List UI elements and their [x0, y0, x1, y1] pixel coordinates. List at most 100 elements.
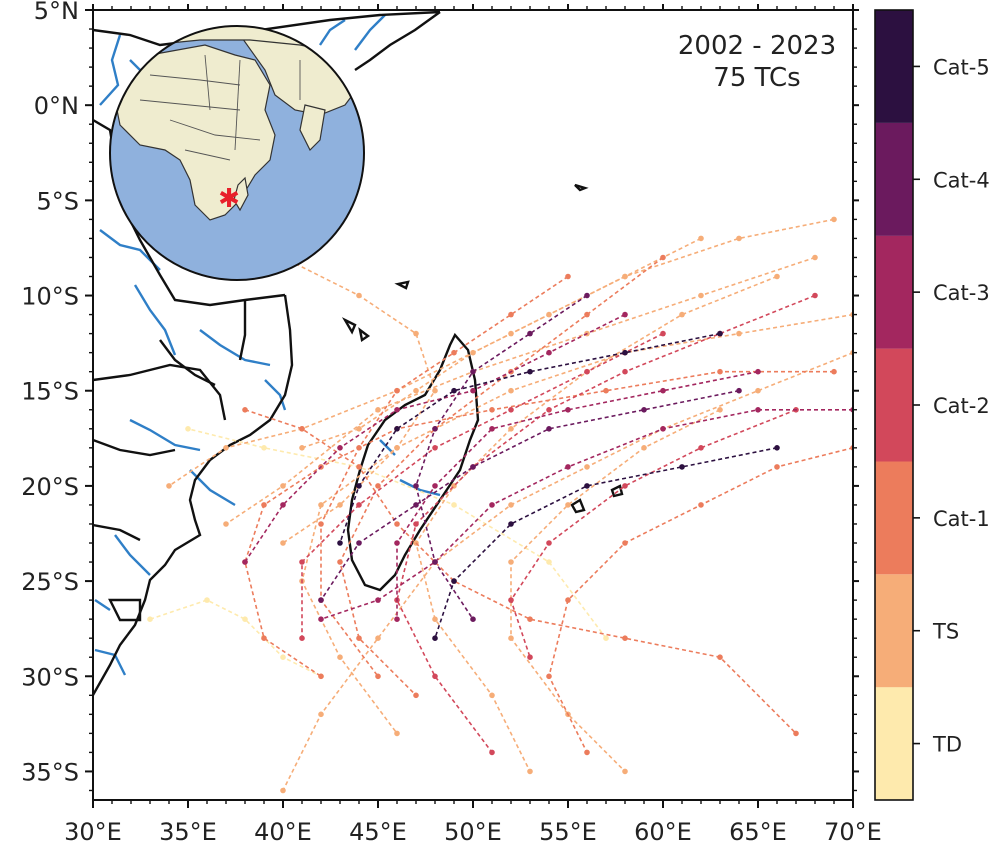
track-point — [413, 330, 419, 337]
track-point — [413, 521, 419, 527]
track-point — [280, 540, 286, 546]
track-point — [280, 483, 286, 489]
track-point — [356, 445, 362, 451]
track-point — [337, 502, 343, 508]
track-point — [508, 521, 514, 527]
track-line — [339, 256, 664, 696]
colorbar-segment — [875, 687, 913, 800]
lat-tick-label: 5°N — [34, 0, 79, 25]
track-point — [584, 749, 590, 756]
track-point — [679, 311, 685, 318]
track-point — [508, 635, 514, 641]
colorbar-segment — [875, 10, 913, 123]
colorbar-label: TD — [932, 733, 962, 757]
track-point — [717, 330, 723, 337]
lat-tick-label: 10°S — [21, 283, 79, 311]
lon-tick-label: 30°E — [64, 818, 122, 846]
track-point — [508, 407, 514, 413]
lat-tick-label: 5°S — [36, 187, 79, 215]
track-point — [280, 502, 286, 508]
storm-track — [432, 445, 780, 641]
track-point — [375, 597, 381, 603]
track-point — [299, 426, 305, 432]
track-point — [489, 692, 495, 699]
track-point — [413, 483, 419, 489]
track-point — [774, 464, 780, 470]
track-point — [242, 616, 248, 622]
lon-tick-label: 50°E — [444, 818, 502, 846]
track-point — [508, 559, 514, 565]
track-point — [755, 407, 761, 413]
track-point — [432, 559, 438, 565]
lat-tick-label: 0°N — [34, 92, 79, 120]
globe-outline — [109, 25, 365, 281]
colorbar-segment — [875, 122, 913, 236]
lon-tick-label: 65°E — [729, 818, 787, 846]
track-point — [413, 692, 419, 699]
colorbar-label: Cat-1 — [933, 507, 990, 531]
track-point — [223, 521, 229, 527]
track-point — [755, 368, 761, 375]
location-marker-icon: ✱ — [218, 184, 240, 214]
track-point — [660, 330, 666, 337]
track-line — [187, 428, 607, 639]
colorbar-frame — [874, 9, 914, 801]
tc-count-label: 75 TCs — [713, 63, 800, 93]
track-point — [394, 387, 400, 394]
track-line — [149, 599, 322, 678]
track-point — [812, 292, 818, 299]
track-point — [432, 616, 438, 622]
track-point — [698, 292, 704, 299]
lon-tick-label: 55°E — [539, 818, 597, 846]
track-point — [660, 254, 666, 261]
track-point — [565, 407, 571, 413]
track-point — [375, 483, 381, 489]
track-point — [432, 445, 438, 451]
track-point — [546, 407, 552, 413]
track-point — [451, 349, 457, 356]
track-point — [755, 387, 761, 394]
track-point — [394, 407, 400, 413]
track-point — [394, 521, 400, 527]
track-point — [565, 464, 571, 470]
storm-track — [546, 445, 853, 756]
lon-tick-label: 35°E — [159, 818, 217, 846]
storm-track — [394, 368, 761, 622]
track-point — [204, 597, 210, 603]
track-point — [318, 502, 324, 508]
track-point — [413, 502, 419, 508]
map-content — [93, 10, 853, 794]
track-line — [396, 294, 816, 753]
track-point — [318, 711, 324, 718]
track-point — [432, 387, 438, 394]
track-point — [508, 426, 514, 432]
track-point — [603, 387, 609, 394]
colorbar-segment — [875, 574, 913, 688]
track-point — [641, 445, 647, 451]
category-colorbar: TD TS Cat-1 Cat-2 Cat-3 Cat-4 Cat-5 — [874, 9, 990, 801]
lon-tick-label: 60°E — [634, 818, 692, 846]
track-point — [527, 654, 533, 660]
track-point — [375, 407, 381, 413]
track-point — [736, 387, 742, 394]
track-point — [356, 464, 362, 470]
track-point — [394, 445, 400, 451]
track-point — [698, 445, 704, 451]
track-point — [356, 635, 362, 641]
track-point — [375, 635, 381, 641]
track-point — [470, 387, 476, 394]
track-point — [736, 330, 742, 337]
track-point — [451, 387, 457, 394]
storm-track — [413, 292, 590, 622]
track-point — [356, 426, 362, 432]
track-point — [622, 349, 628, 356]
track-point — [375, 673, 381, 680]
track-point — [546, 540, 552, 546]
track-point — [318, 673, 324, 680]
track-point — [736, 235, 742, 242]
storm-track — [242, 407, 799, 737]
track-point — [413, 387, 419, 394]
track-point — [831, 368, 837, 375]
colorbar-segment — [875, 461, 913, 575]
